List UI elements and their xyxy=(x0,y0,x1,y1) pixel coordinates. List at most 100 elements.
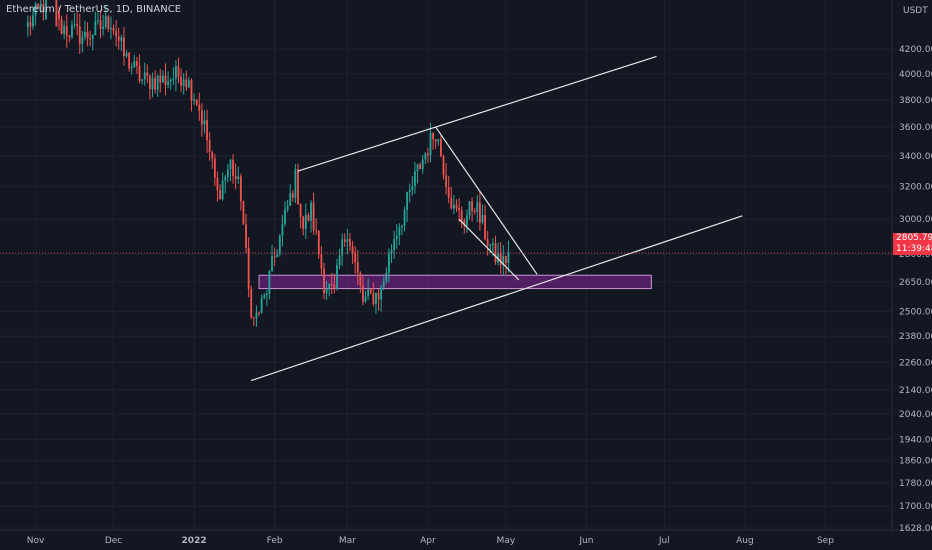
time-tick-label: Mar xyxy=(339,536,356,546)
candle-body xyxy=(190,80,193,101)
price-tick-label: 1628.00 xyxy=(899,524,932,534)
candle-body xyxy=(419,164,422,170)
candle-body xyxy=(455,204,458,209)
candle-body xyxy=(237,176,240,180)
price-tick-label: 3000.00 xyxy=(899,215,932,225)
candle-body xyxy=(234,175,237,180)
candle-body xyxy=(468,201,471,216)
candle-body xyxy=(452,204,455,209)
candle-body xyxy=(307,215,310,221)
candle-body xyxy=(151,78,154,90)
candle-body xyxy=(78,26,81,44)
candle-body xyxy=(174,66,177,79)
candle-body xyxy=(247,247,250,290)
candle-body xyxy=(32,15,34,27)
candle-body xyxy=(84,32,86,37)
candle-body xyxy=(232,159,234,176)
candle-body xyxy=(91,35,94,39)
candle-body xyxy=(185,79,188,88)
candle-body xyxy=(213,158,216,178)
candle-body xyxy=(102,26,105,29)
price-tick-label: 1860.00 xyxy=(899,457,932,467)
price-axis[interactable] xyxy=(892,0,932,550)
candle-body xyxy=(375,292,377,305)
candle-body xyxy=(382,281,385,288)
candle-body xyxy=(164,75,167,86)
candle-body xyxy=(323,268,325,294)
candle-body xyxy=(81,36,84,44)
candle-body xyxy=(211,152,214,159)
candle-body xyxy=(239,176,242,202)
candle-body xyxy=(206,120,208,141)
price-tick-label: 2650.00 xyxy=(899,278,932,288)
candle-body xyxy=(198,104,201,111)
candle-body xyxy=(42,3,45,12)
candle-body xyxy=(63,26,66,34)
currency-label: USDT xyxy=(903,6,928,16)
candle-body xyxy=(26,22,29,28)
candle-body xyxy=(159,75,162,83)
candle-body xyxy=(278,235,281,255)
candle-body xyxy=(39,3,42,8)
price-tick-label: 4200.00 xyxy=(899,45,932,55)
candle-body xyxy=(224,176,227,181)
candle-body xyxy=(395,235,398,240)
candle-body xyxy=(336,264,338,289)
candle-body xyxy=(138,65,141,81)
candle-body xyxy=(133,60,136,68)
price-tick-label: 2380.00 xyxy=(899,332,932,342)
candle-body xyxy=(349,239,351,247)
candle-body xyxy=(71,24,73,37)
time-tick-label: Jun xyxy=(578,536,593,546)
candle-body xyxy=(226,169,229,177)
candle-body xyxy=(263,295,266,298)
candle-body xyxy=(377,292,380,300)
candle-body xyxy=(458,208,461,211)
candle-body xyxy=(320,254,323,269)
candle-body xyxy=(97,20,99,22)
time-tick-label: Nov xyxy=(27,536,45,546)
candle-body xyxy=(216,177,219,191)
candle-body xyxy=(112,27,115,32)
candle-body xyxy=(128,53,131,69)
grid xyxy=(0,0,892,530)
time-tick-label: Dec xyxy=(105,536,122,546)
price-tick-label: 3600.00 xyxy=(899,123,932,133)
candle-body xyxy=(193,99,195,101)
candle-body xyxy=(398,227,401,236)
candle-body xyxy=(437,139,440,142)
candle-body xyxy=(294,168,297,198)
candle-body xyxy=(187,80,190,88)
time-axis[interactable] xyxy=(0,530,932,550)
candle-body xyxy=(460,210,463,221)
candle-body xyxy=(156,75,159,90)
candle-body xyxy=(406,192,409,210)
candle-body xyxy=(427,153,429,156)
candle-body xyxy=(258,312,260,314)
candle-body xyxy=(471,201,473,211)
candle-body xyxy=(177,66,180,78)
time-tick-label: May xyxy=(497,536,516,546)
candle-body xyxy=(463,220,466,226)
candle-body xyxy=(403,209,406,226)
candle-body xyxy=(55,0,58,27)
price-tick-label: 1780.00 xyxy=(899,479,932,489)
candle-body xyxy=(351,246,354,254)
candle-body xyxy=(315,230,318,232)
candle-body xyxy=(432,132,435,140)
candle-body xyxy=(273,256,276,258)
candle-body xyxy=(146,72,149,76)
candle-body xyxy=(442,156,445,176)
candle-body xyxy=(107,16,110,30)
candle-body xyxy=(385,272,388,282)
zones-layer xyxy=(258,274,652,290)
candle-body xyxy=(89,38,92,40)
candle-body xyxy=(439,139,442,157)
candle-body xyxy=(117,36,120,41)
candle-body xyxy=(154,78,157,90)
candle-body xyxy=(94,20,97,36)
symbol-title[interactable]: Ethereum / TetherUS, 1D, BINANCE xyxy=(6,4,182,15)
candle-body xyxy=(484,215,486,240)
candle-body xyxy=(489,245,492,247)
